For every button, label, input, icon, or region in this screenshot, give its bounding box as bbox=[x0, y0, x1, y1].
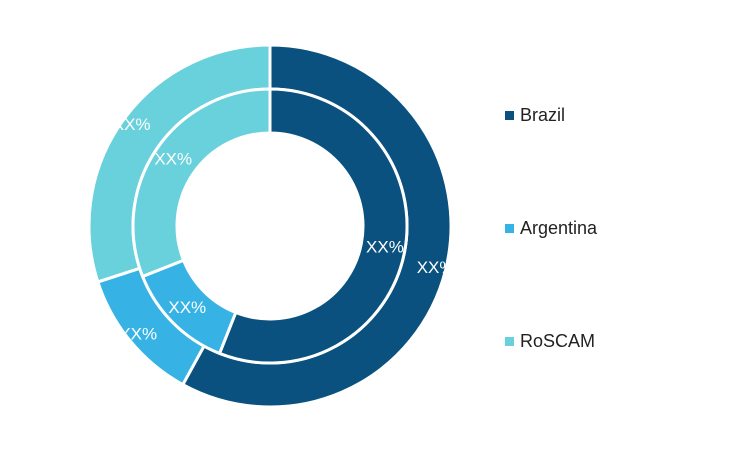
inner-label-roscam: XX% bbox=[154, 150, 192, 169]
inner-label-argentina: XX% bbox=[168, 298, 206, 317]
outer-ring bbox=[87, 43, 453, 409]
legend-item-brazil: Brazil bbox=[505, 103, 565, 127]
legend-swatch-roscam bbox=[505, 336, 514, 346]
inner-ring bbox=[131, 87, 409, 365]
inner-slice-brazil bbox=[217, 87, 409, 365]
donut-chart: XX%XX%XX%XX%XX%XX% bbox=[87, 43, 455, 409]
legend: Brazil Argentina RoSCAM bbox=[505, 0, 745, 450]
data-labels: XX%XX%XX%XX%XX%XX% bbox=[113, 115, 455, 344]
outer-label-roscam: XX% bbox=[113, 115, 151, 134]
legend-item-roscam: RoSCAM bbox=[505, 329, 595, 353]
inner-label-brazil: XX% bbox=[366, 237, 404, 256]
legend-label-brazil: Brazil bbox=[520, 104, 566, 125]
legend-swatch-brazil bbox=[505, 110, 514, 120]
outer-label-brazil: XX% bbox=[417, 258, 455, 277]
legend-swatch-argentina bbox=[505, 223, 514, 233]
inner-slice-roscam bbox=[131, 87, 272, 279]
legend-item-argentina: Argentina bbox=[505, 216, 597, 240]
legend-label-roscam: RoSCAM bbox=[520, 330, 596, 351]
legend-label-argentina: Argentina bbox=[520, 217, 598, 238]
outer-label-argentina: XX% bbox=[119, 324, 157, 343]
